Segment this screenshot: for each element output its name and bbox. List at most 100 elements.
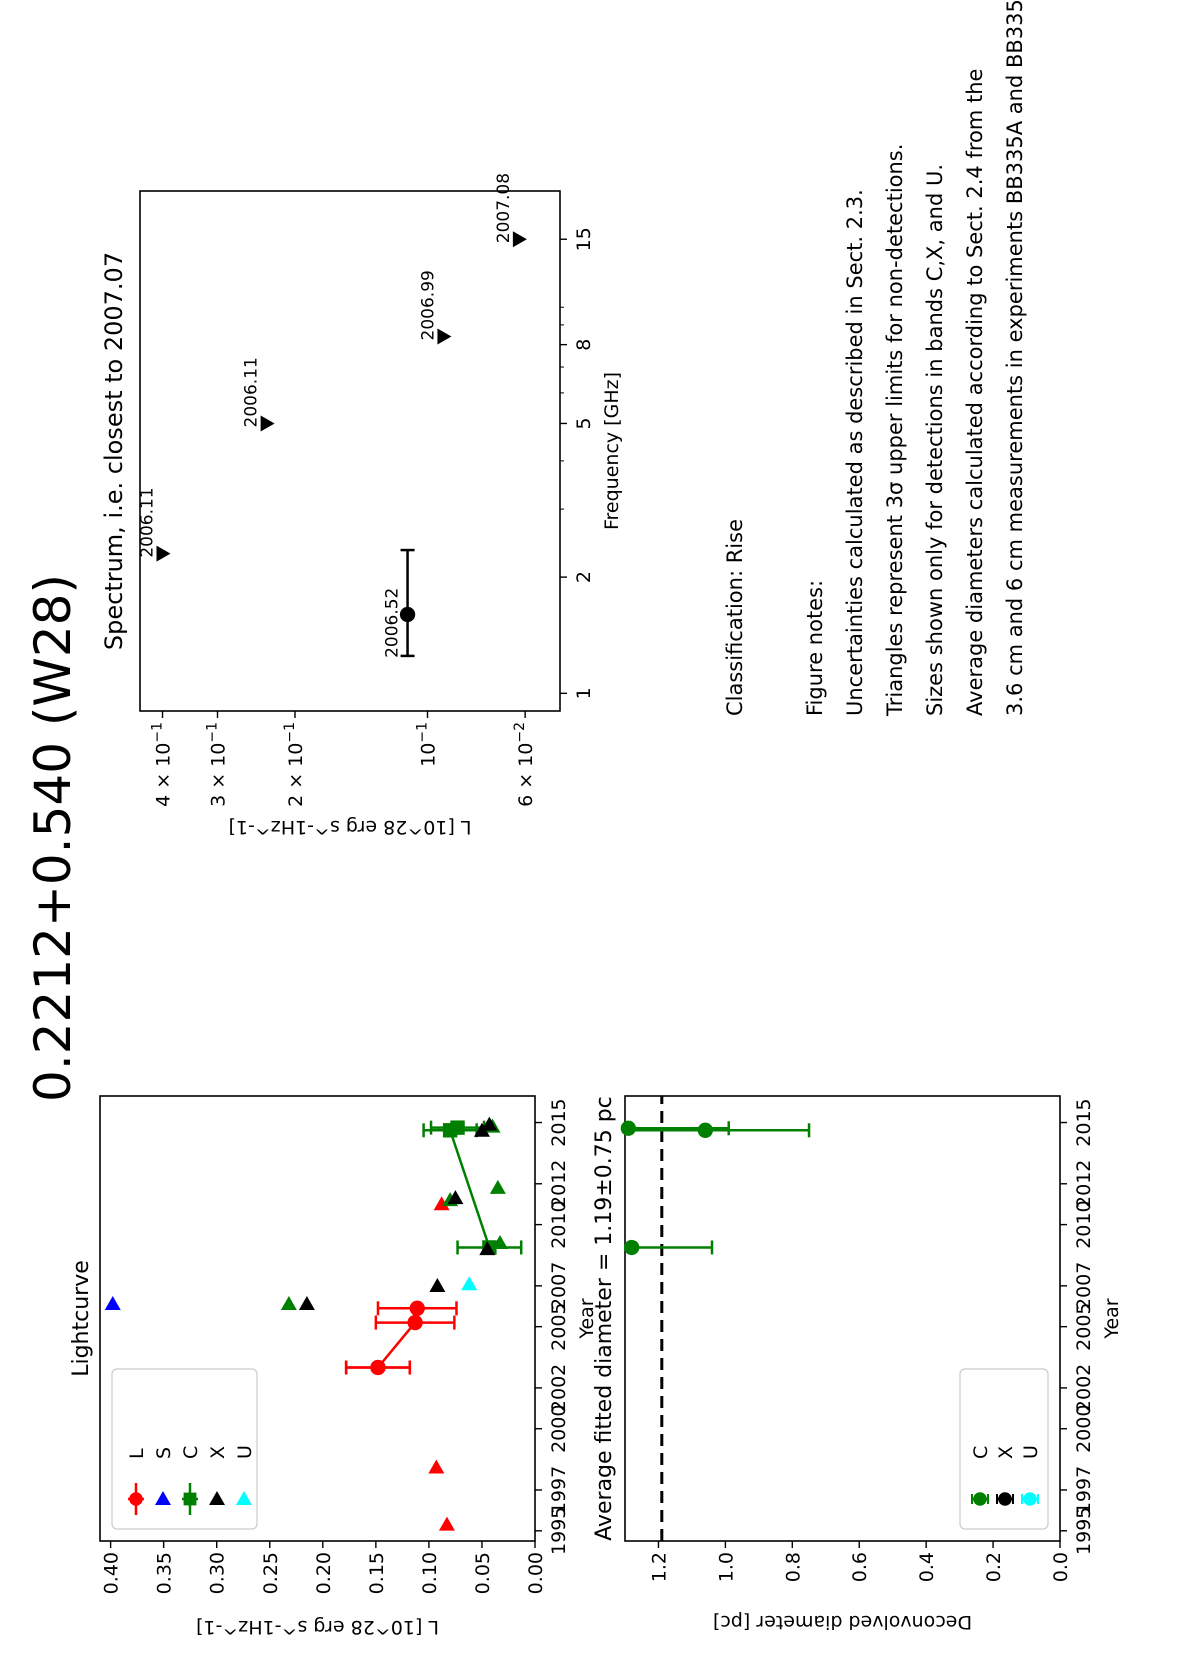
x-tick-label: 8 [573,339,595,351]
x-tick-label: 1995 [548,1507,570,1555]
legend-label-U: U [1020,1445,1042,1459]
upper-limit-X [479,1241,496,1256]
y-tick-label: 0.2 [983,1552,1005,1582]
spectrum-upper-limit [156,545,171,562]
spectrum-upper-limit [512,231,527,248]
upper-limit-X [429,1278,446,1293]
x-tick-label: 1995 [1073,1507,1095,1555]
y-tick-label: 10−1 [415,722,440,767]
figure-notes: Classification: Rise Figure notes: Uncer… [723,0,1027,717]
classification-text: Classification: Rise [723,519,747,716]
legend-marker-C [183,1492,197,1506]
data-point-L [409,1300,425,1316]
x-axis-label: Year [1101,1298,1123,1339]
note-line: Uncertainties calculated as described in… [843,189,867,716]
y-tick-label: 0.6 [849,1552,871,1582]
diameter-point [620,1120,636,1136]
upper-limit-U [461,1276,478,1291]
x-tick-label: 2015 [548,1098,570,1146]
legend-marker-S [155,1491,171,1505]
notes-heading: Figure notes: [803,580,827,716]
upper-limit-X [481,1116,498,1131]
x-tick-label: 2005 [548,1302,570,1350]
y-tick-label: 4 × 10−1 [150,722,175,807]
x-tick-label: 2000 [1073,1405,1095,1453]
y-tick-label: 1.2 [648,1552,670,1582]
x-tick-label: 5 [573,417,595,429]
spectrum-upper-limit [437,328,452,345]
page-title: 0.2212+0.540 (W28) [24,574,82,1102]
note-line: Average diameters calculated according t… [963,69,987,716]
upper-limit-S [104,1296,121,1311]
lightcurve-panel: Lightcurve Year L [10^28 erg s^-1Hz^-1] 199… [69,1095,598,1638]
upper-limit-X [447,1190,464,1205]
diameter-panel: Average fitted diameter = 1.19±0.75 pc Ye… [592,1095,1123,1633]
spectrum-upper-limit [260,415,275,432]
diameter-point [697,1122,713,1138]
y-tick-label: 0.40 [101,1552,123,1594]
plot-frame [139,190,561,712]
x-tick-label: 2015 [1073,1098,1095,1146]
upper-limit-C [280,1296,297,1311]
spectrum-panel: Spectrum, i.e. closest to 2007.07 Frequen… [100,173,623,838]
series-line-C [448,1126,491,1248]
note-line: 3.6 cm and 6 cm measurements in experime… [1003,0,1027,716]
x-tick-label: 2 [573,571,595,583]
x-tick-label: 2005 [1073,1302,1095,1350]
x-tick-label: 2007 [548,1262,570,1310]
epoch-label: 2006.11 [138,487,158,557]
x-tick-label: 2007 [1073,1262,1095,1310]
legend-label-L: L [126,1448,148,1459]
y-axis-label: L [10^28 erg s^-1Hz^-1] [229,816,472,838]
note-line: Sizes shown only for detections in bands… [923,164,947,716]
y-tick-label: 0.15 [366,1552,388,1594]
x-tick-label: 2012 [1073,1160,1095,1208]
legend-label-C: C [180,1446,202,1459]
plot-frame [624,1095,1061,1542]
y-tick-label: 2 × 10−1 [282,722,307,807]
legend-label-U: U [234,1445,256,1459]
legend-label-S: S [153,1447,175,1459]
y-tick-label: 0.4 [916,1552,938,1582]
y-tick-label: 6 × 10−2 [512,722,537,807]
upper-limit-L [428,1459,445,1474]
upper-limit-C [489,1179,506,1194]
plot-frame [99,1095,536,1542]
y-tick-label: 0.0 [1050,1552,1072,1582]
x-tick-label: 1 [573,687,595,699]
legend-label-X: X [207,1446,229,1459]
data-point-L [407,1314,423,1331]
note-line: Triangles represent 3σ upper limits for … [883,144,907,717]
x-tick-label: 2000 [548,1405,570,1453]
x-tick-label: 2002 [1073,1364,1095,1412]
legend-marker-X [998,1492,1012,1506]
x-tick-label: 15 [573,227,595,251]
legend-box [111,1368,258,1530]
x-tick-label: 2012 [548,1160,570,1208]
y-tick-label: 0.30 [207,1552,229,1594]
legend-label-C: C [970,1446,992,1459]
upper-limit-L [433,1196,450,1211]
y-tick-label: 0.35 [154,1552,176,1594]
y-tick-label: 0.8 [782,1552,804,1582]
x-axis-label: Year [576,1298,598,1339]
legend-marker-U [1023,1492,1037,1506]
epoch-label: 2006.52 [383,588,403,658]
data-point-L [370,1359,386,1376]
x-tick-label: 1997 [1073,1466,1095,1514]
x-tick-label: 2010 [548,1200,570,1248]
y-tick-label: 0.05 [472,1552,494,1594]
spectrum-point [399,606,416,623]
spectrum-title: Spectrum, i.e. closest to 2007.07 [100,252,128,650]
y-tick-label: 0.10 [419,1552,441,1594]
legend-box [959,1368,1049,1530]
legend-marker-C [973,1492,987,1506]
epoch-label: 2006.11 [242,357,262,427]
y-tick-label: 0.25 [260,1552,282,1594]
y-tick-label: 3 × 10−1 [205,722,230,807]
y-tick-label: 0.00 [525,1552,547,1594]
y-axis-label: L [10^28 erg s^-1Hz^-1] [196,1616,439,1638]
upper-limit-C [491,1234,508,1249]
